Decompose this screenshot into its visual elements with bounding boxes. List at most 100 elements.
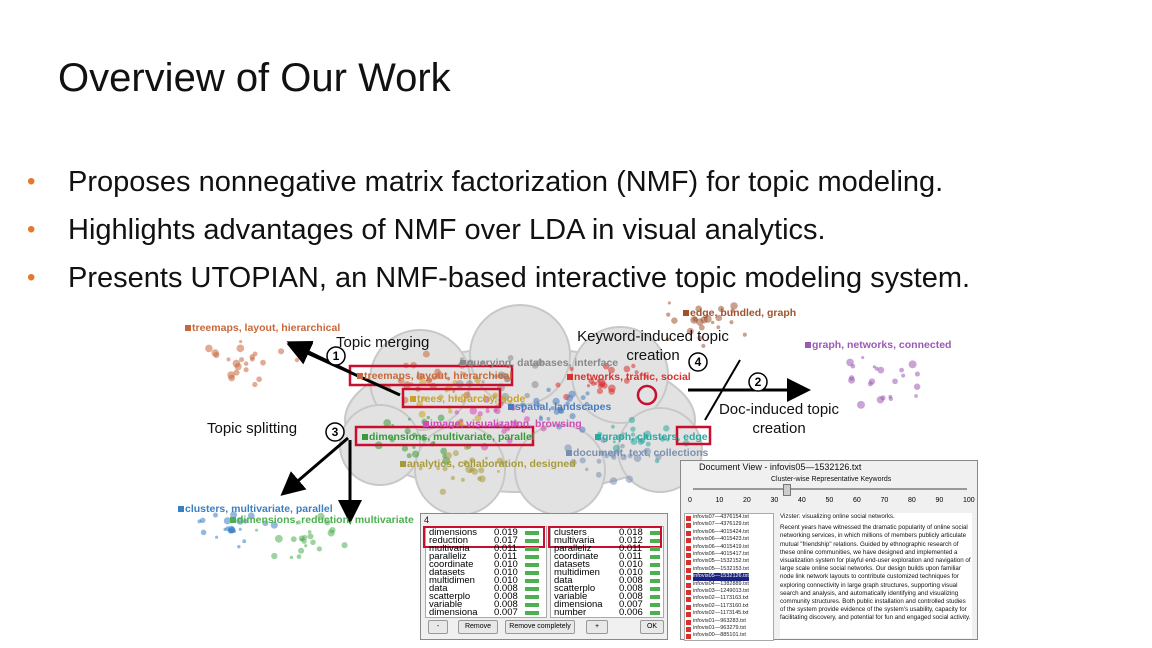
scatter-dot xyxy=(454,395,458,400)
scatter-dot xyxy=(461,393,465,398)
slider-tick-label: 20 xyxy=(743,497,751,504)
scatter-dot xyxy=(236,344,245,353)
cluster-label: clusters, multivariate, parallel xyxy=(178,503,333,515)
file-name[interactable]: infovis03—1249013.txt xyxy=(693,588,749,594)
scatter-dot xyxy=(901,373,906,378)
file-name[interactable]: infovis06—4015423.txt xyxy=(693,536,749,543)
weight: 0.006 xyxy=(619,607,643,618)
keyword: data xyxy=(429,583,448,594)
step-circles xyxy=(325,346,768,442)
file-name[interactable]: infovis02—1173145.txt xyxy=(693,610,749,617)
scatter-dot xyxy=(639,438,646,444)
cluster-text: treemaps, layout, hierarchical xyxy=(192,322,341,334)
scatter-dot xyxy=(452,450,459,457)
scatter-dot xyxy=(237,544,241,549)
file-swatch xyxy=(686,523,691,529)
annotation: Topic merging xyxy=(336,334,430,351)
file-name[interactable]: infovis05—1532152.txt xyxy=(693,558,749,565)
cluster-label: treemaps, layout, hierarchical xyxy=(185,322,340,334)
scatter-dot xyxy=(506,437,513,444)
scatter-dot xyxy=(531,381,539,389)
scatter-dot xyxy=(914,371,920,377)
cluster-text: spatial, landscapes xyxy=(515,401,612,413)
scatter-dot xyxy=(406,453,412,459)
scatter-dot xyxy=(533,397,540,404)
scatter-dot xyxy=(411,450,420,458)
file-swatch xyxy=(686,545,691,551)
file-name[interactable]: infovis02—1173160.txt xyxy=(693,602,749,609)
button[interactable]: Remove xyxy=(458,620,498,634)
weight-bar xyxy=(525,579,539,583)
scatter-dot xyxy=(404,428,411,435)
scatter-dot xyxy=(590,381,596,386)
scatter-dot xyxy=(718,305,725,312)
weight: 0.011 xyxy=(619,543,643,554)
file-name[interactable]: infovis06—4015419.txt xyxy=(693,543,749,550)
scatter-dot xyxy=(493,374,499,379)
selected-row-box xyxy=(548,526,662,548)
weight-bar xyxy=(525,571,539,575)
scatter-dot xyxy=(421,437,426,442)
scatter-dot xyxy=(643,447,652,456)
scatter-dot xyxy=(600,436,607,444)
scatter-dot xyxy=(914,394,918,398)
scatter-dot xyxy=(262,520,269,527)
scatter-dot xyxy=(436,466,440,471)
file-swatch xyxy=(686,590,691,595)
bullet-dot: • xyxy=(27,168,36,195)
highlight-boxes xyxy=(348,364,712,447)
scatter-dot xyxy=(586,384,591,388)
scatter-dot xyxy=(412,432,417,437)
scatter-dot xyxy=(271,552,278,560)
button[interactable]: OK xyxy=(640,620,664,634)
scatter-dot xyxy=(317,512,325,521)
step-number: 3 xyxy=(332,425,339,439)
keyword: paralleliz xyxy=(554,543,592,554)
scatter-dot xyxy=(614,449,621,455)
weight-bar xyxy=(525,595,539,599)
button[interactable]: - xyxy=(428,620,448,634)
scatter-dot xyxy=(861,355,865,360)
annotation: Doc-induced topic creation xyxy=(718,401,840,437)
cluster-swatch xyxy=(566,450,572,456)
scatter-dot xyxy=(536,359,544,366)
scatter-dot xyxy=(242,539,247,544)
scatter-dot xyxy=(199,517,206,524)
scatter-dot xyxy=(628,416,636,424)
file-name[interactable]: infovis07—4376129.txt xyxy=(693,521,749,528)
button[interactable]: + xyxy=(586,620,608,634)
slider-tick-label: 80 xyxy=(908,497,916,504)
slider-thumb[interactable] xyxy=(783,484,791,496)
keyword: coordinate xyxy=(554,551,599,562)
weight: 0.007 xyxy=(619,599,643,610)
scatter-dot xyxy=(607,384,616,393)
weight-bar xyxy=(650,579,660,583)
file-name[interactable]: infovis05—1532153.txt xyxy=(693,565,749,572)
file-name[interactable]: infovis01—963279.txt xyxy=(693,625,746,631)
file-swatch xyxy=(686,538,691,544)
button[interactable]: Remove completely xyxy=(505,620,575,634)
file-name[interactable]: infovis00—885101.txt xyxy=(693,632,746,639)
file-name[interactable]: infovis07—4376154.txt xyxy=(693,514,749,520)
scatter-dot xyxy=(892,378,898,385)
scatter-dot xyxy=(596,458,602,464)
file-name[interactable]: infovis06—4015424.txt xyxy=(693,528,749,535)
scatter-dot xyxy=(655,453,662,461)
file-swatch xyxy=(686,582,691,588)
scatter-dot xyxy=(888,396,894,402)
file-name[interactable]: infovis04—1382889.txt xyxy=(693,580,749,587)
file-name[interactable]: infovis01—963283.txt xyxy=(693,617,746,624)
file-name[interactable]: infovis05—1532126.txt xyxy=(693,573,749,581)
scatter-dot xyxy=(249,356,255,362)
weight: 0.019 xyxy=(494,527,518,538)
scatter-dot xyxy=(569,459,577,466)
file-name[interactable]: infovis02—1173163.txt xyxy=(693,595,749,602)
scatter-dot xyxy=(307,530,312,534)
scatter-dot xyxy=(463,460,469,466)
file-name[interactable]: infovis06—4015417.txt xyxy=(693,551,749,557)
scatter-dot xyxy=(686,327,694,335)
scatter-dot xyxy=(612,440,616,444)
weight-bar xyxy=(525,539,539,543)
cluster-label: spatial, landscapes xyxy=(508,401,611,413)
arrows xyxy=(280,341,811,524)
